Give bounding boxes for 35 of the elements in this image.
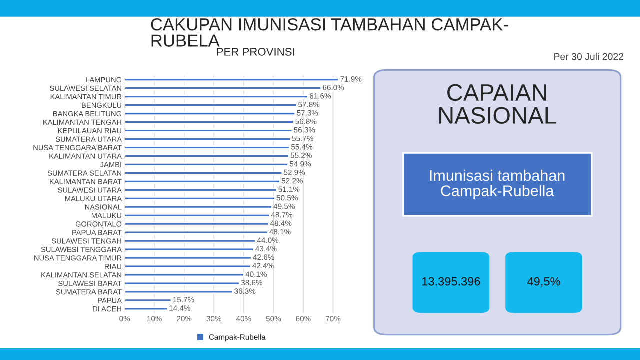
bar (124, 222, 270, 226)
bar (124, 112, 296, 116)
text: CAPAIAN NASIONAL (440, 84, 556, 124)
bar (124, 238, 257, 244)
bar (124, 281, 240, 286)
bar (124, 171, 284, 176)
bar (124, 306, 168, 312)
bar (124, 146, 290, 150)
chart-subtitle: PER PROVINSI (217, 48, 294, 56)
text: 49,5% (528, 277, 560, 288)
text: Imunisasi tambahan Campak-Rubella (430, 170, 565, 200)
bar (124, 154, 290, 158)
text: 13.395.396 (422, 277, 480, 286)
chart-title: CAKUPAN IMUNISASI TAMBAHAN CAMPAK- RUBELA (151, 18, 508, 47)
bar (124, 290, 234, 294)
bar (124, 213, 271, 218)
bar (124, 247, 255, 252)
bar (124, 272, 245, 278)
bar (124, 179, 281, 184)
bar (124, 196, 276, 201)
bar (124, 86, 322, 91)
bar (124, 78, 340, 82)
bar (124, 94, 309, 99)
bar (124, 298, 172, 303)
bar (124, 264, 252, 269)
bar (124, 188, 278, 192)
bar (124, 256, 252, 260)
bar (124, 137, 292, 142)
bar (124, 103, 298, 108)
bar (124, 230, 269, 235)
bar (124, 120, 295, 124)
bar (124, 128, 294, 133)
bar (124, 162, 289, 167)
bar (124, 204, 273, 210)
text: Per 30 Juli 2022 (554, 53, 624, 60)
